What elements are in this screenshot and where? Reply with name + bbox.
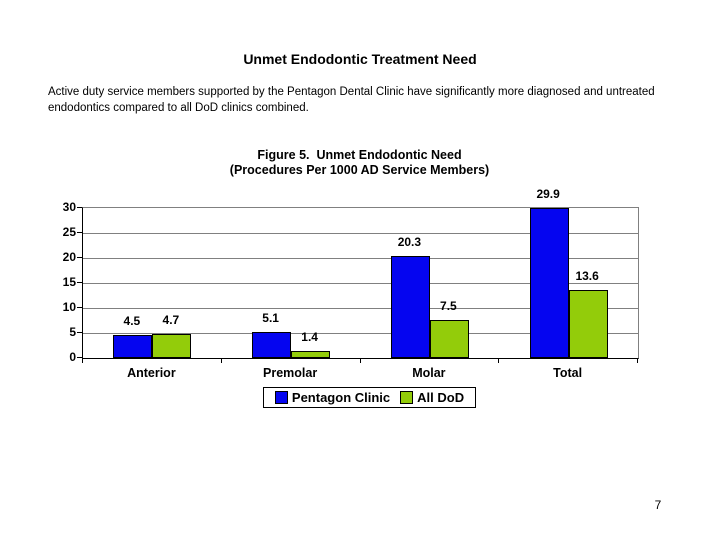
y-axis-tick-label: 20 (62, 250, 76, 264)
bar-premolar-pentagon-clinic (252, 332, 292, 358)
body-line-2: endodontics compared to all DoD clinics … (48, 102, 309, 114)
data-label: 20.3 (397, 235, 422, 249)
y-axis-tick-label: 25 (62, 225, 76, 239)
gridline (83, 233, 638, 234)
chart-legend: Pentagon Clinic All DoD (263, 387, 476, 408)
x-axis-category-label: Anterior (127, 366, 176, 380)
y-axis-tick-mark (77, 357, 82, 358)
data-label: 7.5 (440, 299, 457, 313)
y-axis-tick-mark (77, 207, 82, 208)
x-axis-category-label: Total (553, 366, 583, 380)
y-axis-tick-mark (77, 232, 82, 233)
y-axis-tick-label: 0 (69, 350, 76, 364)
chart-title: Figure 5. Unmet Endodontic Need (Procedu… (82, 148, 637, 178)
gridline (83, 283, 638, 284)
body-line-1: Active duty service members supported by… (48, 86, 655, 98)
data-label: 4.7 (162, 313, 180, 327)
chart-subtitle-line: (Procedures Per 1000 AD Service Members) (229, 163, 490, 177)
gridline (83, 333, 638, 334)
x-axis-tick-mark (82, 358, 83, 363)
legend-swatch-all-dod (400, 391, 414, 404)
plot-area (82, 207, 639, 359)
data-label: 29.9 (536, 187, 560, 201)
bar-anterior-all-dod (152, 334, 192, 358)
legend-swatch-pentagon-clinic (274, 391, 288, 404)
y-axis-tick-label: 15 (62, 275, 76, 289)
bar-total-all-dod (568, 290, 608, 358)
bar-premolar-all-dod (291, 351, 331, 358)
x-axis-tick-mark (360, 358, 361, 363)
x-axis-category-label: Premolar (263, 366, 318, 380)
body-paragraph: Active duty service members supported by… (48, 84, 696, 116)
data-label: 13.6 (575, 269, 599, 283)
x-axis-tick-mark (637, 358, 638, 363)
y-axis-tick-mark (77, 282, 82, 283)
y-axis-tick-label: 30 (62, 200, 76, 214)
bar-molar-pentagon-clinic (390, 256, 430, 358)
y-axis-tick-label: 10 (62, 300, 76, 314)
legend-label-pentagon-clinic: Pentagon Clinic (291, 390, 391, 405)
bar-total-pentagon-clinic (529, 208, 569, 358)
x-axis-tick-mark (221, 358, 222, 363)
y-axis-tick-mark (77, 332, 82, 333)
y-axis-tick-mark (77, 257, 82, 258)
data-label: 1.4 (301, 330, 318, 344)
y-axis-tick-mark (77, 307, 82, 308)
gridline (83, 258, 638, 259)
data-label: 5.1 (262, 311, 279, 325)
y-axis-tick-label: 5 (69, 325, 76, 339)
chart-title-line: Figure 5. Unmet Endodontic Need (257, 148, 462, 162)
bar-molar-all-dod (429, 320, 469, 358)
gridline (83, 308, 638, 309)
legend-label-all-dod: All DoD (417, 390, 465, 405)
x-axis-category-label: Molar (412, 366, 446, 380)
page-title: Unmet Endodontic Treatment Need (243, 51, 477, 67)
page-number: 7 (654, 498, 662, 512)
data-label: 4.5 (123, 314, 141, 328)
x-axis-tick-mark (498, 358, 499, 363)
bar-anterior-pentagon-clinic (113, 335, 153, 358)
